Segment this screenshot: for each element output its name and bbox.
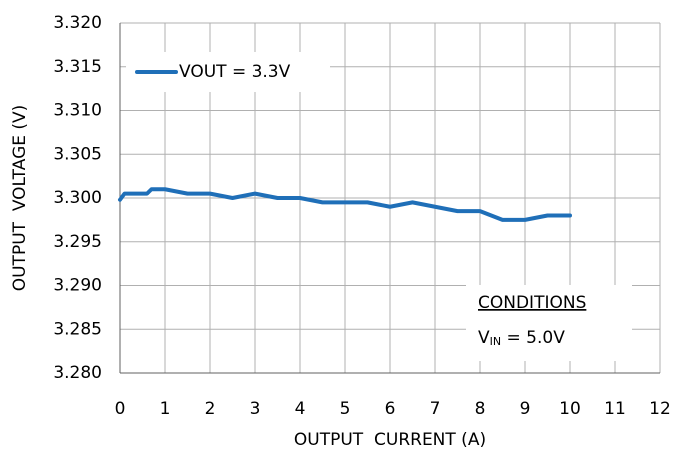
x-tick-label: 3 — [250, 399, 261, 419]
y-tick-label: 3.300 — [53, 188, 102, 208]
symbol: V — [478, 328, 490, 348]
x-tick-label: 4 — [295, 399, 306, 419]
value: = 5.0V — [501, 328, 565, 348]
x-tick-label: 0 — [115, 399, 126, 419]
y-tick-label: 3.280 — [53, 363, 102, 383]
y-tick-label: 3.310 — [53, 101, 102, 121]
x-tick-label: 7 — [430, 399, 441, 419]
y-axis-title: OUTPUT VOLTAGE (V) — [10, 105, 30, 292]
conditions-title: CONDITIONS — [478, 293, 586, 313]
y-tick-label: 3.305 — [53, 144, 102, 164]
conditions-box — [466, 285, 632, 361]
x-tick-label: 1 — [160, 399, 171, 419]
x-tick-label: 9 — [520, 399, 531, 419]
x-axis-title: OUTPUT CURRENT (A) — [294, 430, 486, 450]
x-tick-label: 5 — [340, 399, 351, 419]
x-tick-label: 11 — [604, 399, 626, 419]
x-tick-label: 12 — [649, 399, 671, 419]
x-tick-label: 6 — [385, 399, 396, 419]
y-tick-label: 3.295 — [53, 232, 102, 252]
y-tick-label: 3.290 — [53, 276, 102, 296]
x-tick-label: 8 — [475, 399, 486, 419]
conditions-text: VIN = 5.0V — [478, 328, 565, 348]
y-tick-label: 3.285 — [53, 319, 102, 339]
legend-label: VOUT = 3.3V — [179, 62, 291, 82]
y-tick-label: 3.315 — [53, 57, 102, 77]
y-tick-label: 3.320 — [53, 13, 102, 33]
x-tick-label: 10 — [559, 399, 581, 419]
x-tick-label: 2 — [205, 399, 216, 419]
data-line — [118, 187, 572, 222]
subscript: IN — [490, 335, 501, 348]
